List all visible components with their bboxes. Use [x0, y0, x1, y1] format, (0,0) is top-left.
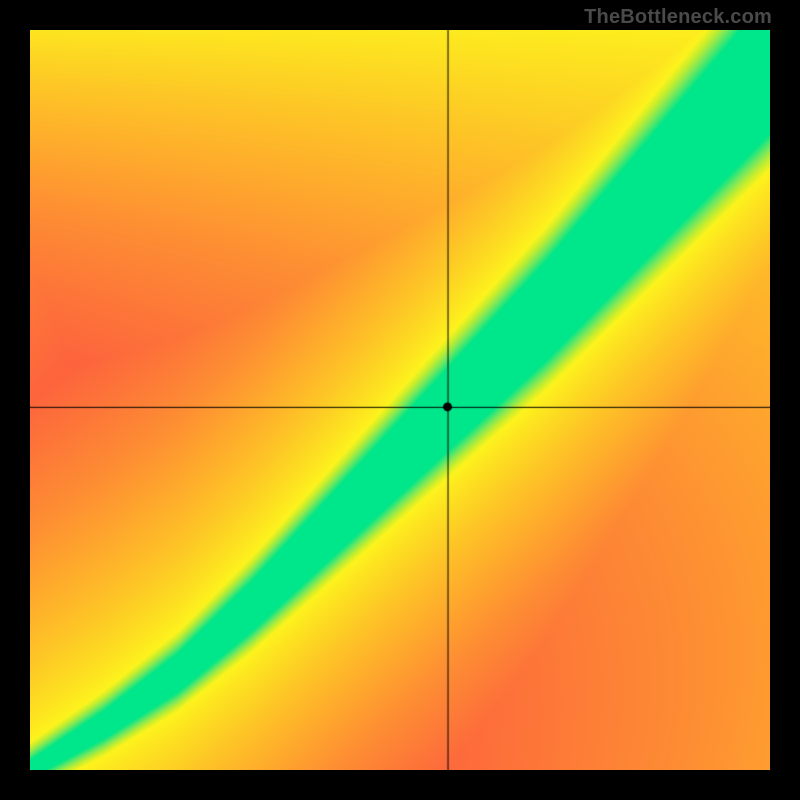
heatmap-plot: [30, 30, 770, 770]
chart-container: TheBottleneck.com: [0, 0, 800, 800]
heatmap-canvas: [30, 30, 770, 770]
watermark-text: TheBottleneck.com: [584, 6, 772, 29]
